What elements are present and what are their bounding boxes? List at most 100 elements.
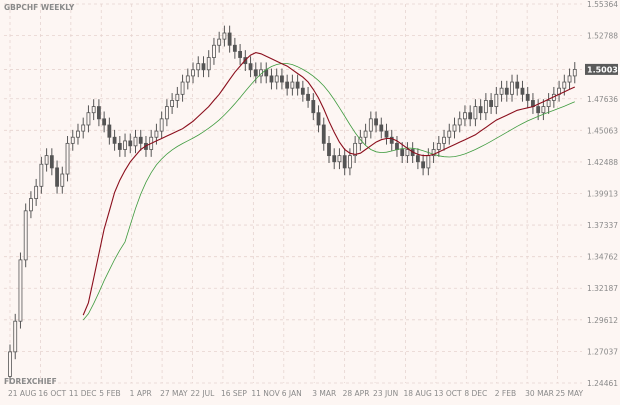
x-tick-label: 28 APR bbox=[343, 389, 370, 398]
x-tick-label: 11 DEC bbox=[69, 389, 97, 398]
candle bbox=[306, 86, 310, 108]
candle bbox=[138, 129, 143, 151]
x-tick-label: 22 JUL bbox=[191, 389, 216, 398]
candle bbox=[238, 44, 242, 65]
candle bbox=[327, 136, 331, 163]
candle bbox=[447, 123, 452, 145]
x-tick-label: 16 OCT bbox=[38, 389, 66, 398]
candle bbox=[515, 74, 520, 96]
candle bbox=[8, 344, 12, 384]
y-tick-label: 1.47636 bbox=[587, 95, 618, 104]
y-tick-label: 1.45063 bbox=[587, 126, 618, 135]
candle bbox=[363, 123, 368, 145]
y-tick-label: 1.34762 bbox=[587, 253, 618, 262]
y-tick-label: 1.32187 bbox=[587, 284, 618, 293]
candle bbox=[442, 129, 446, 151]
candle bbox=[13, 313, 18, 360]
candle bbox=[384, 123, 389, 145]
candle bbox=[405, 142, 410, 163]
candle bbox=[76, 123, 80, 145]
candle bbox=[463, 105, 467, 127]
x-tick-label: 6 JAN bbox=[282, 389, 302, 398]
candle bbox=[159, 111, 164, 139]
candle bbox=[55, 160, 59, 194]
candle bbox=[18, 252, 23, 329]
candle bbox=[29, 191, 33, 219]
candle bbox=[332, 148, 337, 170]
x-tick-label: 25 MAY bbox=[556, 389, 584, 398]
candle bbox=[70, 129, 75, 151]
y-tick-label: 1.27037 bbox=[587, 347, 618, 356]
y-tick-label: 1.52788 bbox=[587, 32, 618, 41]
x-tick-label: 3 MAR bbox=[312, 389, 336, 398]
candle bbox=[102, 111, 107, 133]
candle bbox=[253, 62, 258, 84]
x-tick-label: 16 SEP bbox=[221, 389, 247, 398]
candle bbox=[478, 99, 483, 121]
candle bbox=[541, 99, 546, 121]
candle bbox=[34, 178, 39, 206]
x-tick-label: 23 JUN bbox=[373, 389, 398, 398]
candle bbox=[232, 37, 237, 59]
candle bbox=[316, 105, 321, 133]
x-tick-label: 13 OCT bbox=[434, 389, 462, 398]
candle bbox=[452, 117, 457, 139]
candle bbox=[212, 37, 216, 65]
candle bbox=[457, 111, 462, 133]
candle bbox=[368, 111, 373, 139]
y-tick-label: 1.55364 bbox=[587, 0, 618, 9]
y-tick-label: 1.29612 bbox=[587, 316, 618, 325]
candle bbox=[107, 117, 112, 145]
candle bbox=[567, 68, 572, 90]
candle bbox=[353, 136, 358, 163]
x-tick-label: 8 DEC bbox=[464, 389, 487, 398]
candle bbox=[494, 86, 499, 114]
grid-layer bbox=[4, 3, 582, 384]
candle bbox=[39, 156, 44, 194]
x-tick-label: 5 FEB bbox=[99, 389, 120, 398]
candle bbox=[510, 74, 514, 102]
candle bbox=[217, 31, 222, 53]
candle bbox=[436, 136, 441, 157]
x-tick-label: 27 MAY bbox=[160, 389, 188, 398]
candle bbox=[374, 111, 378, 133]
x-axis-labels: 21 AUG 16 OCT 11 DEC 5 FEB 1 APR 27 MAY 22 JUL… bbox=[8, 389, 584, 398]
candle bbox=[65, 136, 70, 182]
x-tick-label: 30 MAR bbox=[525, 389, 554, 398]
candle bbox=[112, 129, 117, 151]
candle bbox=[489, 93, 494, 114]
current-price-tag bbox=[585, 63, 618, 75]
candle bbox=[206, 50, 211, 78]
y-tick-label: 1.37337 bbox=[587, 221, 618, 230]
x-tick-label: 18 AUG bbox=[403, 389, 432, 398]
candle bbox=[358, 129, 363, 151]
current-price-label: 1.50030 bbox=[587, 65, 620, 74]
candle bbox=[572, 62, 577, 84]
candle bbox=[196, 56, 201, 78]
candle bbox=[96, 99, 101, 127]
watermark-label: FOREXCHIEF bbox=[4, 377, 57, 386]
candle bbox=[60, 166, 65, 194]
candle bbox=[431, 142, 436, 163]
candle bbox=[300, 80, 305, 102]
x-tick-label: 2 FEB bbox=[495, 389, 516, 398]
candle bbox=[227, 25, 232, 53]
candle bbox=[44, 148, 49, 172]
candle bbox=[546, 93, 551, 114]
candle bbox=[321, 117, 326, 151]
candle bbox=[483, 93, 488, 121]
candle bbox=[285, 74, 290, 96]
candle bbox=[191, 62, 195, 84]
candle bbox=[468, 105, 473, 127]
candle bbox=[128, 133, 133, 154]
slow-moving-average-line bbox=[82, 63, 575, 321]
candle bbox=[342, 148, 347, 176]
candle bbox=[170, 93, 175, 114]
candle bbox=[86, 105, 91, 133]
candle bbox=[290, 74, 295, 96]
candle bbox=[311, 93, 316, 121]
candle bbox=[525, 86, 530, 108]
